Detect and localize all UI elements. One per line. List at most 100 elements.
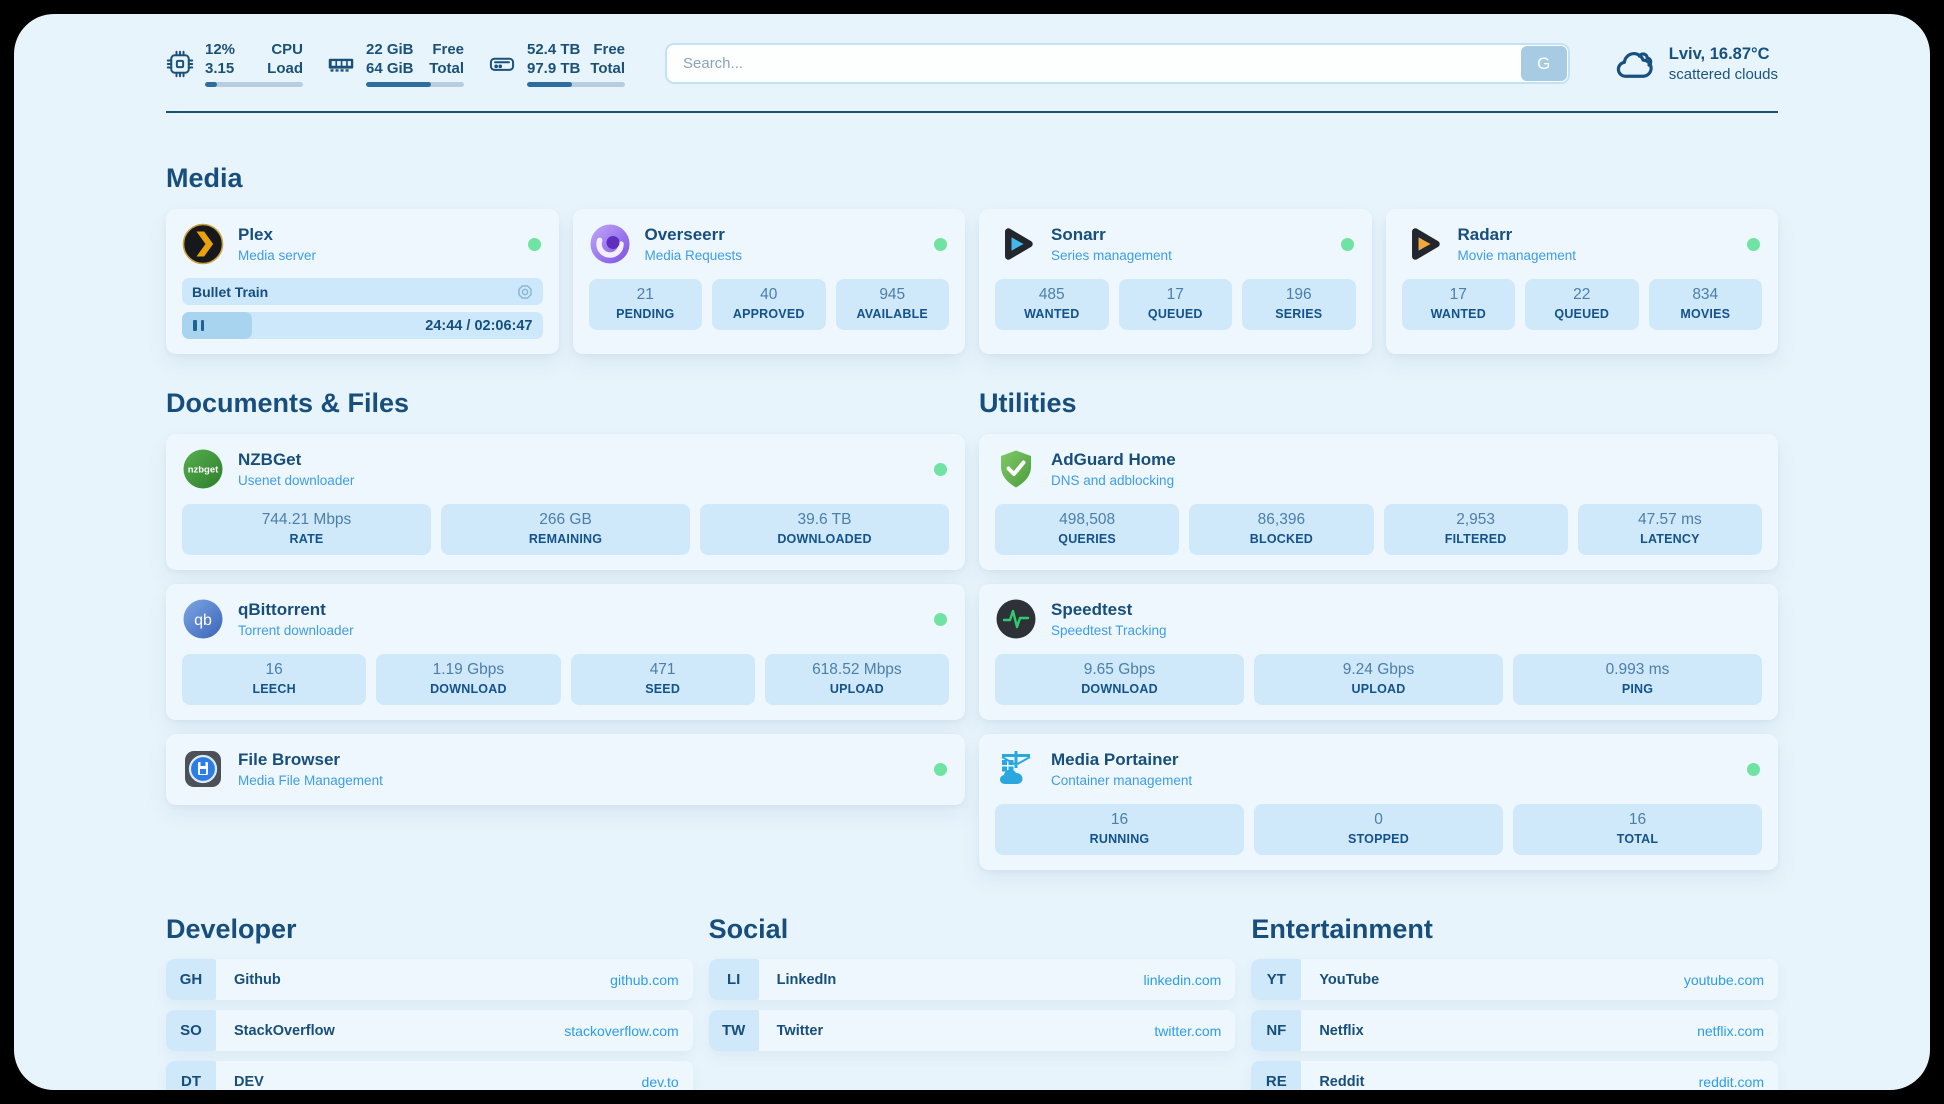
stat-pending: 21 PENDING [588,279,702,330]
memory-total: 64 GiB [366,60,414,77]
link-stackoverflow[interactable]: SO StackOverflow stackoverflow.com [166,1010,693,1051]
link-url: github.com [610,971,679,988]
stat-seed: 471 SEED [570,654,755,705]
status-dot [934,237,947,251]
storage-free: 52.4 TB [527,41,581,58]
stat-running: 16 RUNNING [995,804,1244,855]
link-abbr: LI [708,959,759,1000]
stat-download: 9.65 Gbps DOWNLOAD [995,654,1244,705]
sonarr-icon [1005,228,1033,260]
link-dev[interactable]: DT DEV dev.to [166,1061,693,1090]
stat-wanted: 485 WANTED [995,279,1109,330]
card-adguard[interactable]: AdGuard Home DNS and adblocking 498,508 Q… [979,434,1778,570]
speedtest-icon [996,599,1036,639]
memory-progress-bar [366,82,464,87]
links-column-developer: Developer GH Github github.com SO StackO… [166,914,693,1090]
search-engine-button[interactable]: G [1520,46,1567,81]
cpu-stat: 12% CPU 3.15 Load [166,40,303,87]
app-title: Speedtest [1051,600,1133,619]
stat-queued: 22 QUEUED [1525,279,1639,330]
link-abbr: NF [1251,1010,1302,1051]
app-title: AdGuard Home [1051,450,1176,469]
link-url: reddit.com [1698,1073,1764,1090]
svg-text:nzbget: nzbget [188,465,219,476]
link-url: stackoverflow.com [564,1022,679,1039]
app-title: Radarr [1457,225,1513,244]
stat-stopped: 0 STOPPED [1254,804,1503,855]
section-title-documents: Documents & Files [166,388,410,418]
app-title: Overseerr [644,225,725,244]
stat-download: 1.19 Gbps DOWNLOAD [376,654,561,705]
card-speedtest[interactable]: Speedtest Speedtest Tracking 9.65 Gbps DO… [979,584,1778,720]
stat-filtered: 2,953 FILTERED [1383,504,1568,555]
section-title-developer: Developer [166,914,297,944]
cpu-load: 3.15 [205,60,235,77]
cpu-progress-bar [205,82,303,87]
stat-series: 196 SERIES [1242,279,1356,330]
link-name: Github [234,971,281,988]
memory-stat: 22 GiB Free 64 GiB Total [327,40,464,87]
app-subtitle: Media server [238,248,317,263]
section-title-utilities: Utilities [979,388,1077,418]
status-dot [1747,762,1760,776]
stat-rate: 744.21 Mbps RATE [182,504,431,555]
storage-stat: 52.4 TB Free 97.9 TB Total [488,40,625,87]
disk-icon [489,57,515,71]
memory-free: 22 GiB [366,41,414,58]
card-plex[interactable]: Plex Media server Bullet Train [166,209,559,354]
link-youtube[interactable]: YT YouTube youtube.com [1251,959,1778,1000]
cpu-label-2: Load [267,60,303,77]
links-column-entertainment: Entertainment YT YouTube youtube.com NF … [1251,914,1778,1090]
link-github[interactable]: GH Github github.com [166,959,693,1000]
system-stats: 12% CPU 3.15 Load 22 GiB Free 64 GiB Total [166,40,625,87]
link-linkedin[interactable]: LI LinkedIn linkedin.com [708,959,1236,1000]
pause-icon [193,320,204,331]
status-dot [527,237,541,251]
section-title-social: Social [708,914,789,944]
status-dot [934,462,947,476]
section-title-entertainment: Entertainment [1251,914,1433,944]
svg-text:qb: qb [194,612,212,629]
card-qbittorrent[interactable]: qb qBittorrent Torrent downloader 16 LEEC… [166,584,965,720]
card-radarr[interactable]: Radarr Movie management 17 WANTED 22 QUEUE… [1385,209,1778,354]
link-name: Reddit [1319,1073,1365,1090]
status-dot [934,612,947,626]
gear-icon[interactable] [517,284,533,300]
link-url: linkedin.com [1143,971,1222,988]
portainer-icon [1000,751,1031,784]
link-name: Twitter [776,1022,824,1039]
app-subtitle: Speedtest Tracking [1051,623,1167,638]
link-url: dev.to [641,1073,679,1090]
cpu-percent: 12% [205,41,236,58]
link-abbr: YT [1251,959,1302,1000]
stat-blocked: 86,396 BLOCKED [1189,504,1374,555]
card-nzbget[interactable]: nzbget NZBGet Usenet downloader 744.21 M… [166,434,965,570]
card-overseerr[interactable]: Overseerr Media Requests 21 PENDING 40 APP… [572,209,965,354]
link-reddit[interactable]: RE Reddit reddit.com [1251,1061,1778,1090]
app-subtitle: Container management [1051,773,1193,788]
link-name: YouTube [1319,971,1380,988]
weather-location-temp: Lviv, 16.87°C [1668,44,1770,63]
radarr-icon [1411,228,1440,260]
card-portainer[interactable]: Media Portainer Container management 16 R… [979,734,1778,870]
card-sonarr[interactable]: Sonarr Series management 485 WANTED 17 QUE… [979,209,1372,354]
topbar: 12% CPU 3.15 Load 22 GiB Free 64 GiB Total [166,40,1778,87]
card-filebrowser[interactable]: File Browser Media File Management [166,734,965,805]
stat-wanted: 17 WANTED [1401,279,1515,330]
link-abbr: SO [166,1010,216,1051]
now-playing-title: Bullet Train [192,283,269,300]
qbittorrent-icon: qb [183,599,223,639]
topbar-divider [166,111,1778,113]
app-title: Media Portainer [1051,750,1179,769]
now-playing-row: Bullet Train [182,278,543,305]
link-url: twitter.com [1154,1022,1222,1039]
link-name: Netflix [1319,1022,1364,1039]
link-netflix[interactable]: NF Netflix netflix.com [1251,1010,1778,1051]
link-abbr: DT [166,1061,216,1090]
link-twitter[interactable]: TW Twitter twitter.com [708,1010,1236,1051]
stat-downloaded: 39.6 TB DOWNLOADED [700,504,949,555]
section-title-media: Media [166,163,243,193]
app-title: File Browser [238,750,341,769]
storage-total: 97.9 TB [527,60,581,77]
search-input[interactable] [665,43,1570,84]
